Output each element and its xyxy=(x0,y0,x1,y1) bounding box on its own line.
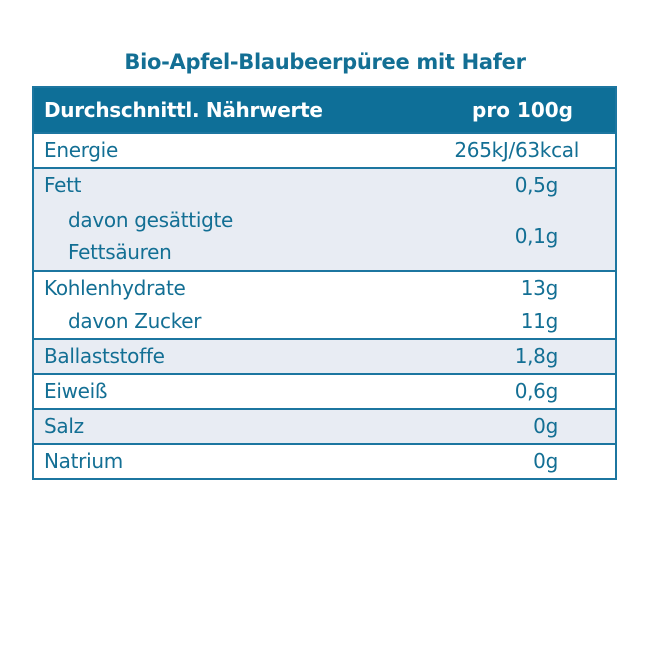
row-label: Natrium xyxy=(44,449,123,473)
row-label: Salz xyxy=(44,414,84,438)
group-salz: Salz 0g xyxy=(34,410,615,445)
row-label: Fett xyxy=(44,173,82,197)
table-header: Durchschnittl. Nährwerte pro 100g xyxy=(34,88,615,134)
row-value: 265kJ/63kcal xyxy=(454,138,579,162)
row-value: 0g xyxy=(533,449,558,473)
row-label: Eiweiß xyxy=(44,379,108,403)
header-label: Durchschnittl. Nährwerte xyxy=(44,98,323,122)
group-ballaststoffe: Ballaststoffe 1,8g xyxy=(34,340,615,375)
row-value: 0g xyxy=(533,414,558,438)
row-label: davon Zucker xyxy=(68,309,202,333)
table-row: Energie 265kJ/63kcal xyxy=(34,134,615,167)
table-row: Fett 0,5g xyxy=(34,169,615,202)
row-label-line2: Fettsäuren xyxy=(68,240,172,264)
table-row: davon gesättigte Fettsäuren 0,1g xyxy=(34,202,615,270)
row-label-line1: davon gesättigte xyxy=(68,208,234,232)
row-value: 11g xyxy=(520,309,559,333)
product-title: Bio-Apfel-Blaubeerpüree mit Hafer xyxy=(124,50,526,74)
row-value: 13g xyxy=(520,276,559,300)
row-value: 0,6g xyxy=(514,379,559,403)
table-row: Eiweiß 0,6g xyxy=(34,375,615,408)
table-row: Salz 0g xyxy=(34,410,615,443)
group-energie: Energie 265kJ/63kcal xyxy=(34,134,615,169)
row-label: Kohlenhydrate xyxy=(44,276,186,300)
row-value: 0,5g xyxy=(514,173,559,197)
group-eiweiss: Eiweiß 0,6g xyxy=(34,375,615,410)
row-value: 1,8g xyxy=(514,344,559,368)
group-natrium: Natrium 0g xyxy=(34,445,615,478)
table-row: Ballaststoffe 1,8g xyxy=(34,340,615,373)
table-row: Natrium 0g xyxy=(34,445,615,478)
row-label: Energie xyxy=(44,138,118,162)
group-kohlenhydrate: Kohlenhydrate 13g davon Zucker 11g xyxy=(34,272,615,340)
group-fett: Fett 0,5g davon gesättigte Fettsäuren 0,… xyxy=(34,169,615,272)
row-value: 0,1g xyxy=(514,223,559,248)
table-row: Kohlenhydrate 13g xyxy=(34,272,615,305)
table-row: davon Zucker 11g xyxy=(34,305,615,338)
nutrition-table: Durchschnittl. Nährwerte pro 100g Energi… xyxy=(32,86,617,480)
row-label: davon gesättigte Fettsäuren xyxy=(34,202,515,270)
row-label: Ballaststoffe xyxy=(44,344,165,368)
header-value: pro 100g xyxy=(472,98,573,122)
